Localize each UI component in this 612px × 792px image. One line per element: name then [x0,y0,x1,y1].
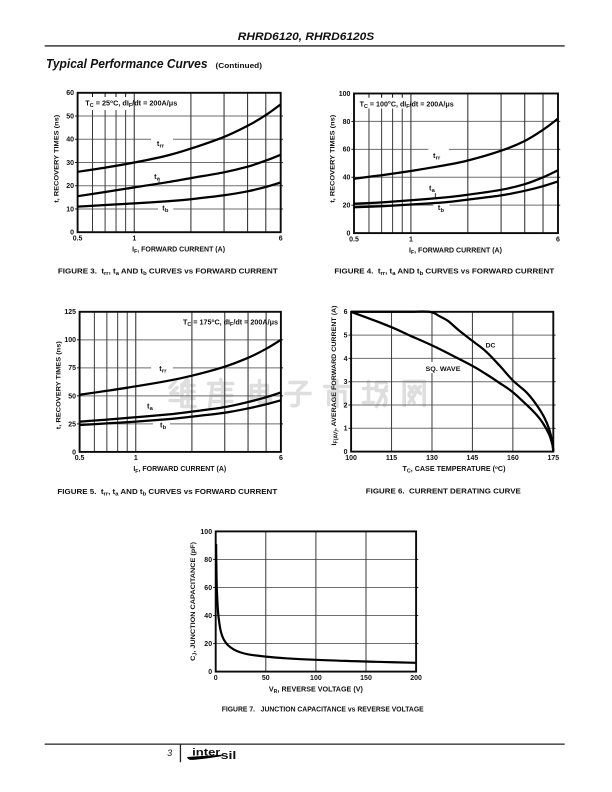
svg-text:6: 6 [556,236,560,243]
svg-text:1: 1 [409,236,413,243]
svg-text:115: 115 [386,455,397,462]
svg-text:1: 1 [134,455,138,462]
svg-text:VR, REVERSE VOLTAGE (V): VR, REVERSE VOLTAGE (V) [269,686,363,695]
svg-text:IF, FORWARD CURRENT (A): IF, FORWARD CURRENT (A) [409,247,502,256]
svg-text:145: 145 [467,455,479,462]
svg-text:25: 25 [68,421,76,428]
svg-text:100: 100 [200,529,212,536]
svg-text:0.5: 0.5 [75,455,85,462]
svg-text:0: 0 [70,230,74,237]
svg-text:trr: trr [157,139,165,150]
svg-text:130: 130 [426,455,438,462]
svg-text:trr: trr [159,364,167,375]
svg-text:FIGURE 7. JUNCTION CAPACITAN: FIGURE 7. JUNCTION CAPACITANCE vs REVERS… [222,704,424,713]
svg-text:10: 10 [66,206,74,213]
svg-text:0.5: 0.5 [349,236,359,243]
svg-text:trr: trr [433,151,441,162]
svg-text:3: 3 [167,748,172,758]
svg-text:tb: tb [162,204,169,215]
svg-text:Typical Performance Curves: Typical Performance Curves [46,56,208,71]
svg-text:0.5: 0.5 [73,235,83,242]
svg-text:40: 40 [343,175,351,182]
svg-text:FIGURE 5. trr, ta AND tb CURV: FIGURE 5. t rr, ta AND tb CURVES vs FORWA… [57,487,277,498]
svg-text:(Continued): (Continued) [216,63,263,70]
svg-text:ta: ta [429,183,436,194]
svg-text:6: 6 [279,455,283,462]
svg-text:100: 100 [64,337,76,344]
svg-text:50: 50 [66,113,74,120]
svg-text:IF, FORWARD CURRENT (A): IF, FORWARD CURRENT (A) [132,247,225,256]
svg-text:TC, CASE TEMPERATURE (oC): TC, CASE TEMPERATURE (oC) [403,465,506,475]
svg-text:FIGURE 4. trr, ta AND tb CURV: FIGURE 4. t rr, ta AND tb CURVES vs FORWA… [334,266,554,277]
svg-text:0: 0 [346,231,350,238]
svg-text:FIGURE 3. trr, ta AND tb CURV: FIGURE 3. t rr, ta AND tb CURVES vs FORWA… [58,266,278,277]
svg-text:0: 0 [72,449,76,456]
svg-text:CJ, JUNCTION CAPACITANCE (pF): CJ, JUNCTION CAPACITANCE (pF) [190,542,199,661]
svg-text:DC: DC [486,342,496,349]
svg-text:0: 0 [344,449,348,456]
svg-text:sil: sil [221,750,237,762]
svg-text:t, RECOVERY TIMES (ns): t, RECOVERY TIMES (ns) [55,341,62,429]
svg-text:ta: ta [154,172,161,183]
svg-text:0: 0 [214,675,218,682]
svg-text:tb: tb [438,203,445,214]
svg-text:50: 50 [68,393,76,400]
svg-text:inter: inter [192,747,220,758]
svg-text:30: 30 [66,160,74,167]
svg-text:t, RECOVERY TIMES (ns): t, RECOVERY TIMES (ns) [330,115,337,203]
svg-text:100: 100 [339,91,351,98]
svg-text:100: 100 [345,455,357,462]
svg-text:50: 50 [262,675,270,682]
svg-text:FIGURE 6. CURRENT DERATING CU: FIGURE 6. CURRENT DERATING CURVE [366,486,521,495]
svg-text:75: 75 [68,365,76,372]
svg-text:TC = 25oC, dIF/dt = 200A/μs: TC = 25oC, dIF/dt = 200A/μs [85,99,177,109]
svg-text:60: 60 [343,147,351,154]
svg-text:IF, FORWARD CURRENT (A): IF, FORWARD CURRENT (A) [133,466,226,475]
svg-text:TC = 175oC, dIF/dt = 200A/μs: TC = 175oC, dIF/dt = 200A/μs [183,318,278,328]
svg-text:t, RECOVERY TIMES (ns): t, RECOVERY TIMES (ns) [53,115,60,203]
svg-text:tb: tb [160,421,167,432]
svg-text:125: 125 [64,309,76,316]
svg-text:150: 150 [360,675,372,682]
svg-text:ta: ta [147,401,154,412]
svg-text:60: 60 [204,585,212,592]
svg-text:20: 20 [66,183,74,190]
svg-text:1: 1 [344,426,348,433]
svg-text:175: 175 [547,455,559,462]
svg-text:160: 160 [507,455,519,462]
svg-text:RHRD6120, RHRD6120S: RHRD6120, RHRD6120S [238,31,375,43]
svg-text:60: 60 [66,90,74,97]
svg-text:TC = 100oC, dIF/dt = 200A/μs: TC = 100oC, dIF/dt = 200A/μs [360,100,454,110]
svg-text:1: 1 [132,235,136,242]
svg-text:40: 40 [66,137,74,144]
svg-text:6: 6 [279,235,283,242]
svg-text:40: 40 [204,613,212,620]
svg-text:6: 6 [344,309,348,316]
svg-text:IF(AV), AVERAGE FORWARD CURREN: IF(AV), AVERAGE FORWARD CURRENT (A) [331,306,340,446]
svg-text:3: 3 [344,379,348,386]
svg-text:200: 200 [410,675,422,682]
svg-text:100: 100 [310,675,322,682]
svg-text:20: 20 [204,641,212,648]
svg-text:80: 80 [204,557,212,564]
svg-text:SQ. WAVE: SQ. WAVE [426,366,461,373]
svg-text:0: 0 [208,669,212,676]
svg-text:2: 2 [344,402,348,409]
svg-text:4: 4 [344,356,348,363]
svg-text:5: 5 [344,333,348,340]
svg-text:80: 80 [343,119,351,126]
svg-text:20: 20 [343,203,351,210]
